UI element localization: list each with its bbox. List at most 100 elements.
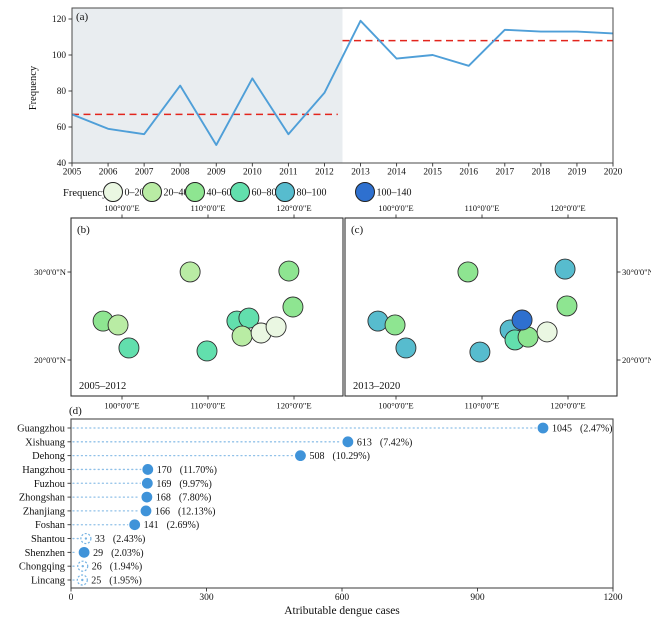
- map-c-city-dehong: [367, 310, 389, 332]
- panel-a-y-axis-title: Frequency: [28, 65, 39, 110]
- value-label: 29 (2.03%): [93, 548, 143, 559]
- value-dot-center: [81, 578, 84, 582]
- panel-d-x-axis-title: Atributable dengue cases: [284, 605, 400, 617]
- panel-a-x-tick-label: 2014: [387, 168, 406, 178]
- legend-swatch-40–60: [185, 182, 205, 202]
- panel-d-x-tick-label: 1200: [604, 593, 623, 603]
- map-c-city-hangzhou: [554, 258, 576, 280]
- map-c-frame: [344, 217, 618, 397]
- province-border: [115, 218, 124, 326]
- panel-d-row-shantou: Shantou 33 (2.43%): [31, 532, 145, 545]
- panel-a-x-tick-label: 2015: [423, 168, 442, 178]
- islet: [470, 388, 472, 390]
- province-border: [435, 218, 443, 330]
- panel-d-x-tick-label: 300: [199, 593, 214, 603]
- lon-tick-label-bottom: 110°0'0"E: [191, 401, 226, 411]
- panel-a-x-tick-label: 2008: [171, 168, 190, 178]
- value-label: 25 (1.95%): [91, 575, 141, 586]
- legend-bin-label: 60–80: [252, 188, 277, 199]
- lon-tick-label-top: 110°0'0"E: [465, 203, 500, 213]
- panel-a-x-tick-label: 2012: [315, 168, 334, 178]
- map-b-city-xishuang: [118, 337, 140, 359]
- legend-title: Frequency: [63, 188, 108, 199]
- category-label: Chongqing: [19, 562, 65, 573]
- value-label: 168 (7.80%): [156, 493, 212, 504]
- panel-a-x-tick-label: 2007: [135, 168, 154, 178]
- category-label: Shenzhen: [25, 548, 66, 559]
- panel-a-x-tick-label: 2016: [459, 168, 478, 178]
- lon-tick-label-top: 120°0'0"E: [550, 203, 585, 213]
- frequency-legend: Frequency 0–20 20–40 40–60 60–80 80–100 100–14…: [63, 182, 412, 202]
- panel-a-y-tick-label: 60: [57, 123, 67, 133]
- panel-a-y-tick-label: 100: [52, 51, 66, 61]
- panel-d-frame: [70, 418, 614, 589]
- map-c-city-zhanjiang: [469, 341, 491, 363]
- hainan-island: [198, 369, 214, 384]
- panel-a-x-tick-label: 2011: [279, 168, 298, 178]
- value-dot: [129, 519, 141, 531]
- value-dot: [342, 436, 354, 448]
- lat-tick-label: 20°0'0"N: [622, 355, 651, 365]
- category-label: Guangzhou: [17, 424, 66, 435]
- province-border: [270, 218, 275, 319]
- province-border: [71, 291, 303, 294]
- province-border: [161, 218, 169, 330]
- panel-d-x-tick-label: 0: [69, 593, 74, 603]
- panel-d-row-lincang: Lincang 25 (1.95%): [31, 574, 142, 586]
- value-label: 508 (10.29%): [309, 451, 370, 462]
- map-b-city-shantou: [265, 316, 287, 338]
- map-b-frame: [70, 217, 344, 397]
- map-c-city-shantou: [536, 321, 558, 343]
- province-border: [139, 293, 141, 328]
- category-label: Shantou: [31, 534, 66, 545]
- province-border: [345, 291, 577, 294]
- islet: [574, 377, 576, 379]
- legend-bin-label: 80–100: [297, 188, 327, 199]
- panel-c-period-label: 2013–2020: [353, 381, 400, 392]
- landmass: [345, 218, 598, 365]
- islet: [196, 388, 198, 390]
- value-dot-center: [81, 564, 84, 568]
- category-label: Zhongshan: [19, 493, 66, 504]
- panel-a-label: (a): [76, 11, 89, 23]
- islet: [587, 313, 589, 315]
- panel-c-map: 100°0'0"E 100°0'0"E 110°0'0"E 110°0'0"E 120°…: [344, 203, 651, 411]
- value-label: 141 (2.69%): [144, 520, 200, 531]
- map-c-city-guangzhou: [511, 309, 533, 331]
- panel-d-lollipop-chart: (d)Guangzhou 1045 (2.47%) Xishuang 613 (7.42%…: [17, 405, 623, 617]
- islet: [203, 389, 205, 391]
- lon-tick-label-bottom: 100°0'0"E: [378, 401, 413, 411]
- lon-tick-label-top: 100°0'0"E: [104, 203, 139, 213]
- panel-a-frequency-line: [71, 19, 614, 146]
- legend-bin-label: 40–60: [207, 188, 232, 199]
- map-c-city-xishuang: [395, 337, 417, 359]
- map-c-city-fuzhou: [556, 295, 578, 317]
- lon-tick-label-top: 100°0'0"E: [378, 203, 413, 213]
- islet: [317, 287, 319, 289]
- legend-bin-label: 20–40: [164, 188, 189, 199]
- lon-tick-label-top: 120°0'0"E: [276, 203, 311, 213]
- islet: [321, 274, 323, 276]
- panel-d-row-chongqing: Chongqing 26 (1.94%): [19, 560, 143, 573]
- map-c-city-chongqing: [457, 261, 479, 283]
- panel-a-frame: [71, 7, 614, 164]
- map-b-city-hangzhou: [278, 260, 300, 282]
- panel-d-row-zhanjiang: Zhanjiang 166 (12.13%): [23, 505, 215, 517]
- hainan-island: [472, 369, 488, 384]
- value-dot: [140, 505, 152, 517]
- lon-tick-label-bottom: 100°0'0"E: [104, 401, 139, 411]
- value-label: 26 (1.94%): [92, 562, 143, 573]
- islet: [591, 253, 593, 255]
- islet: [595, 274, 597, 276]
- landmass: [71, 218, 324, 365]
- value-label: 1045 (2.47%): [552, 424, 613, 435]
- value-label: 170 (11.70%): [157, 465, 217, 476]
- islet: [593, 369, 595, 371]
- islet: [598, 301, 600, 303]
- value-dot: [142, 464, 154, 475]
- value-dot: [78, 546, 90, 558]
- panel-a-y-tick-label: 120: [52, 15, 66, 25]
- province-border: [71, 255, 321, 258]
- value-dot: [295, 450, 306, 462]
